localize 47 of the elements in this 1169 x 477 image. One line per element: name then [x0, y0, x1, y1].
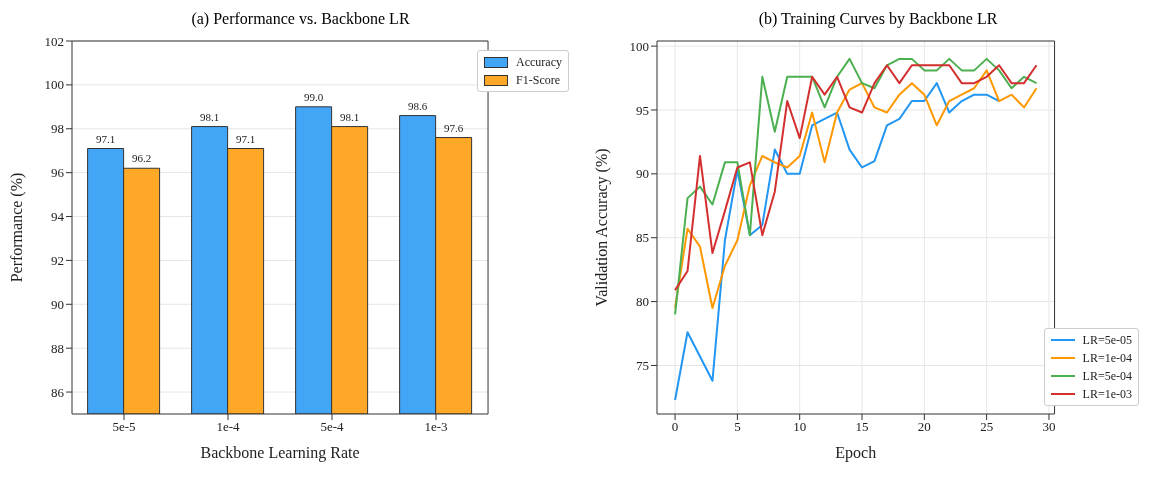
y-tick-label: 75	[636, 358, 649, 374]
legend-label: Accuracy	[516, 54, 562, 71]
y-tick-label: 86	[51, 384, 65, 400]
x-tick-label: 5e-5	[112, 419, 136, 435]
y-tick-label: 102	[44, 33, 64, 49]
y-tick-label: 92	[51, 253, 64, 269]
x-axis-title: Backbone Learning Rate	[200, 444, 360, 462]
data-label: 97.6	[444, 121, 464, 134]
x-tick-label: 5e-4	[320, 419, 345, 435]
x-tick-label: 0	[671, 419, 679, 435]
y-axis-title: Validation Accuracy (%)	[592, 148, 611, 307]
data-label: 98.1	[339, 110, 360, 123]
y-tick-label: 90	[636, 166, 649, 182]
y-tick-label: 85	[636, 230, 649, 246]
y-tick-label: 100	[629, 38, 649, 54]
y-tick-label: 90	[51, 296, 64, 312]
x-tick-label: 30	[1042, 419, 1056, 435]
x-axis-title: Epoch	[835, 444, 877, 462]
x-tick-label: 5	[734, 419, 741, 435]
y-axis-title: Performance (%)	[7, 172, 26, 283]
y-tick-label: 95	[636, 102, 649, 118]
data-label: 96.2	[131, 152, 152, 165]
x-tick-label: 15	[855, 419, 869, 435]
data-label: 98.6	[408, 99, 428, 112]
y-tick-label: 96	[51, 165, 65, 181]
data-label: 97.1	[95, 132, 116, 145]
x-tick-label: 1e-4	[216, 419, 241, 435]
x-tick-label: 1e-3	[424, 419, 448, 435]
data-label: 99.0	[303, 90, 324, 103]
y-tick-label: 100	[44, 77, 64, 93]
chart-title: (a) Performance vs. Backbone LR	[190, 9, 411, 30]
legend-label: LR=1e-04	[1082, 350, 1132, 367]
legend-label: LR=5e-05	[1082, 332, 1132, 349]
y-tick-label: 94	[51, 209, 65, 225]
x-tick-label: 20	[917, 419, 931, 435]
data-label: 97.1	[235, 132, 256, 145]
y-tick-label: 88	[51, 340, 64, 356]
x-tick-label: 25	[980, 419, 994, 435]
line-series	[674, 82, 1001, 401]
y-tick-label: 98	[51, 121, 64, 137]
legend-label: LR=1e-03	[1082, 386, 1132, 403]
y-tick-label: 80	[636, 294, 649, 310]
chart-title: (b) Training Curves by Backbone LR	[757, 9, 999, 30]
x-tick-label: 10	[793, 419, 807, 435]
data-label: 98.1	[199, 110, 220, 123]
legend-label: F1-Score	[516, 72, 561, 89]
legend-label: LR=5e-04	[1082, 368, 1132, 385]
